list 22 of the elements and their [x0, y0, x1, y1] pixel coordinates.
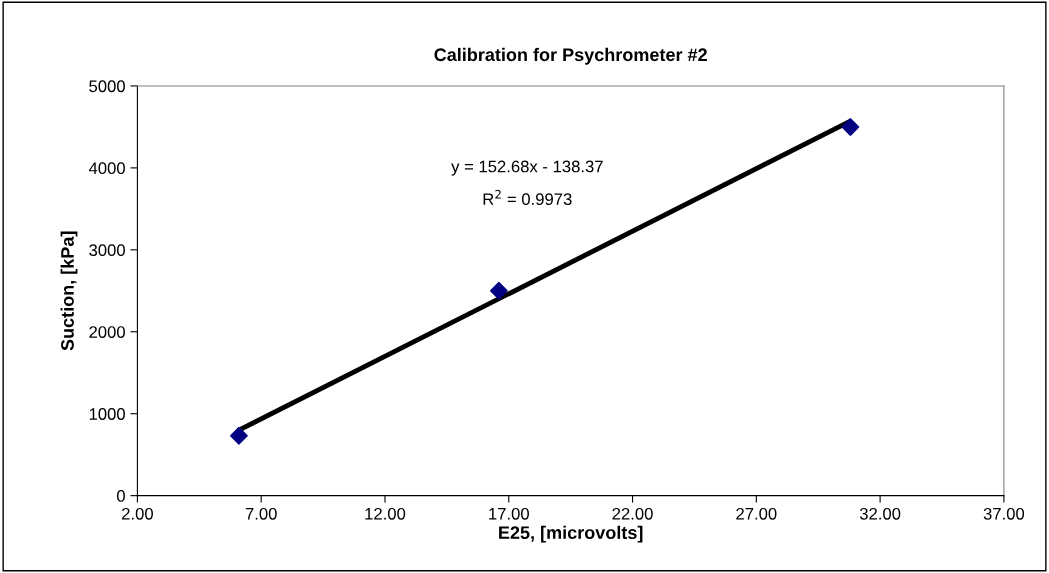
- y-tick-label: 2000: [89, 326, 125, 338]
- y-tick-label: 0: [117, 490, 125, 502]
- y-tick-label: 1000: [89, 408, 125, 420]
- x-tick-label: 7.00: [245, 507, 277, 520]
- point: [841, 118, 860, 136]
- point: [489, 281, 508, 300]
- y-axis-title: Suction, [kPa]: [60, 231, 78, 351]
- y-tick-label: 5000: [89, 80, 125, 93]
- x-axis-title: E25, [microvolts]: [499, 525, 643, 543]
- x-tick-label: 22.00: [612, 507, 653, 520]
- x-tick-label: 17.00: [489, 507, 529, 520]
- point: [230, 426, 248, 445]
- chart-title: Calibration for Psychrometer #2: [434, 47, 707, 65]
- x-tick-label: 27.00: [736, 507, 777, 520]
- x-tick-label: 32.00: [859, 507, 901, 520]
- y-tick-label: 4000: [88, 162, 125, 175]
- annotation: y = 152.68x - 138.37: [451, 160, 603, 176]
- y-tick-label: 3000: [89, 244, 125, 257]
- x-tick-label: 37.00: [983, 507, 1025, 520]
- x-tick-label: 12.00: [365, 507, 406, 520]
- annotation: R$^{2}$ = 0.9973: [483, 189, 572, 206]
- x-tick-label: 2.00: [122, 507, 153, 520]
